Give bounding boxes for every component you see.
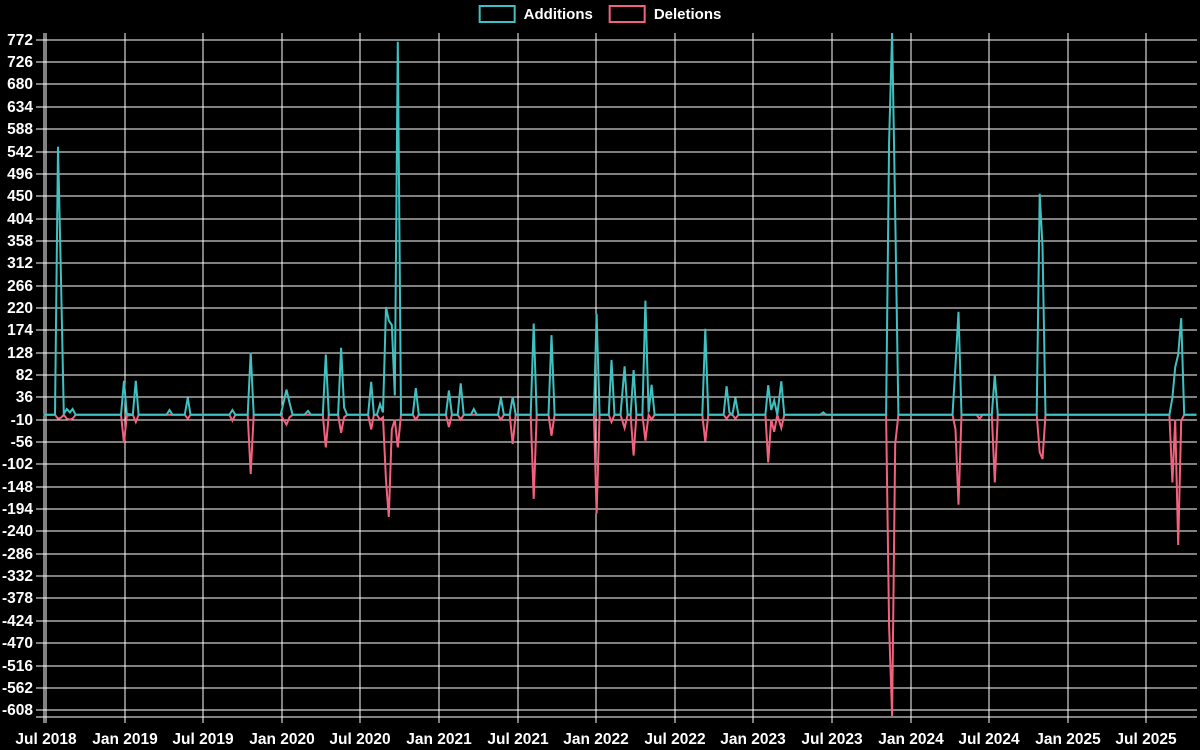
svg-text:Jan 2024: Jan 2024 bbox=[878, 731, 944, 748]
svg-text:-516: -516 bbox=[2, 658, 33, 675]
svg-text:404: 404 bbox=[7, 211, 33, 228]
chart-legend: Additions Deletions bbox=[478, 5, 722, 23]
deletions-line bbox=[43, 411, 1197, 717]
svg-text:Jan 2025: Jan 2025 bbox=[1035, 731, 1101, 748]
svg-text:Jul 2021: Jul 2021 bbox=[487, 731, 549, 748]
svg-text:Jan 2021: Jan 2021 bbox=[406, 731, 472, 748]
svg-text:542: 542 bbox=[7, 144, 33, 161]
svg-text:-194: -194 bbox=[2, 501, 33, 518]
svg-text:772: 772 bbox=[7, 32, 33, 49]
svg-text:Jul 2022: Jul 2022 bbox=[644, 731, 705, 748]
svg-text:358: 358 bbox=[7, 233, 33, 250]
svg-text:-102: -102 bbox=[2, 456, 33, 473]
vertical-gridlines bbox=[45, 33, 1147, 723]
svg-text:Jul 2024: Jul 2024 bbox=[958, 731, 1020, 748]
svg-text:-562: -562 bbox=[2, 680, 33, 697]
svg-text:-10: -10 bbox=[11, 412, 33, 429]
svg-text:Jan 2023: Jan 2023 bbox=[720, 731, 786, 748]
svg-text:266: 266 bbox=[7, 278, 33, 295]
svg-text:-148: -148 bbox=[2, 479, 33, 496]
svg-text:-240: -240 bbox=[2, 523, 33, 540]
svg-text:174: 174 bbox=[7, 322, 33, 339]
deletions-swatch-icon bbox=[608, 5, 646, 23]
axis-lines bbox=[36, 33, 1197, 723]
svg-text:Jul 2020: Jul 2020 bbox=[329, 731, 390, 748]
svg-text:634: 634 bbox=[7, 99, 33, 116]
legend-item-additions[interactable]: Additions bbox=[478, 5, 593, 23]
svg-text:726: 726 bbox=[7, 54, 33, 71]
svg-text:82: 82 bbox=[16, 367, 33, 384]
svg-text:Jul 2018: Jul 2018 bbox=[15, 731, 77, 748]
x-axis-labels: Jul 2018 Jan 2019 Jul 2019 Jan 2020 Jul 2020… bbox=[15, 731, 1177, 748]
svg-text:450: 450 bbox=[7, 188, 33, 205]
svg-text:Jan 2022: Jan 2022 bbox=[563, 731, 629, 748]
svg-text:680: 680 bbox=[7, 76, 33, 93]
additions-line bbox=[43, 32, 1197, 418]
y-axis-labels: 772 726 680 634 588 542 496 450 404 358 312 266 220 1… bbox=[2, 32, 33, 719]
svg-text:220: 220 bbox=[7, 300, 33, 317]
additions-swatch-icon bbox=[478, 5, 516, 23]
horizontal-gridlines bbox=[36, 39, 1197, 711]
deletions-legend-label: Deletions bbox=[653, 5, 722, 23]
svg-text:588: 588 bbox=[7, 121, 33, 138]
svg-text:Jul 2019: Jul 2019 bbox=[172, 731, 234, 748]
svg-text:-56: -56 bbox=[11, 434, 34, 451]
svg-text:-424: -424 bbox=[2, 613, 33, 630]
svg-text:-332: -332 bbox=[2, 568, 33, 585]
svg-text:Jan 2019: Jan 2019 bbox=[92, 731, 158, 748]
svg-text:Jul 2023: Jul 2023 bbox=[801, 731, 863, 748]
legend-item-deletions[interactable]: Deletions bbox=[608, 5, 722, 23]
additions-legend-label: Additions bbox=[523, 5, 593, 23]
svg-text:-470: -470 bbox=[2, 635, 33, 652]
svg-text:36: 36 bbox=[16, 389, 34, 406]
svg-text:496: 496 bbox=[7, 166, 33, 183]
svg-text:128: 128 bbox=[7, 345, 33, 362]
svg-text:Jan 2020: Jan 2020 bbox=[249, 731, 315, 748]
svg-text:312: 312 bbox=[7, 255, 33, 272]
svg-text:-608: -608 bbox=[2, 702, 33, 719]
svg-text:Jul 2025: Jul 2025 bbox=[1115, 731, 1177, 748]
svg-text:-378: -378 bbox=[2, 590, 33, 607]
svg-text:-286: -286 bbox=[2, 546, 33, 563]
